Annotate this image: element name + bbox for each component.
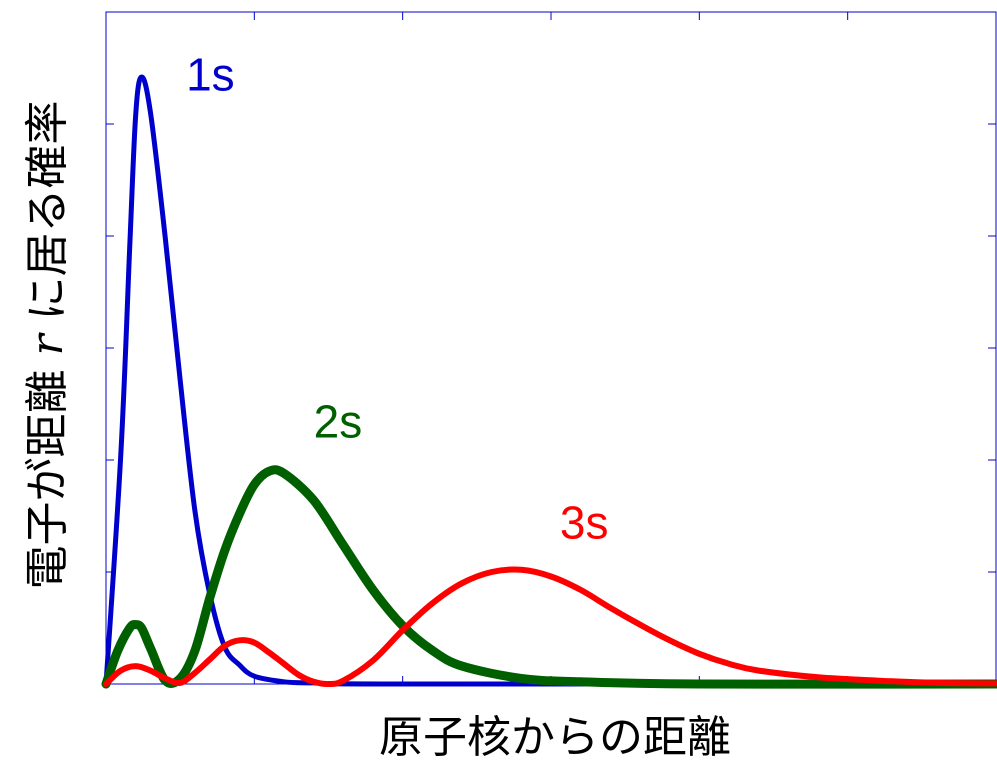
axes-frame [105, 11, 997, 685]
y-axis-label: 電子が距離 r に居る確率 [22, 100, 73, 589]
series-label-2s: 2s [314, 396, 363, 448]
x-axis-label: 原子核からの距離 [379, 712, 731, 763]
series-lines [101, 74, 997, 689]
y-axis-label-prefix: 電子が距離 [22, 356, 73, 590]
plot-frame [105, 11, 997, 685]
series-labels: 1s 2s 3s [186, 48, 608, 548]
tick-marks [105, 11, 997, 685]
series-line-3s [103, 566, 997, 688]
series-label-3s: 3s [560, 496, 609, 548]
y-axis-label-suffix: に居る確率 [22, 100, 73, 334]
series-line-2s [101, 465, 997, 689]
y-axis-label-variable: r [22, 332, 73, 356]
series-line-1s [103, 74, 997, 687]
series-label-1s: 1s [186, 48, 235, 100]
